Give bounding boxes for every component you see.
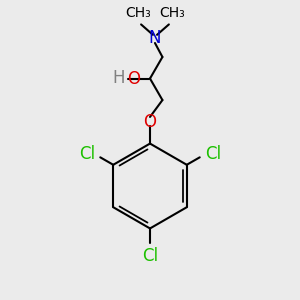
Text: H: H <box>112 69 125 87</box>
Text: CH₃: CH₃ <box>159 6 185 20</box>
Text: CH₃: CH₃ <box>125 6 151 20</box>
Text: Cl: Cl <box>79 146 95 164</box>
Text: O: O <box>127 70 140 88</box>
Text: O: O <box>143 112 157 130</box>
Text: Cl: Cl <box>205 146 221 164</box>
Text: N: N <box>149 29 161 47</box>
Text: Cl: Cl <box>142 248 158 266</box>
